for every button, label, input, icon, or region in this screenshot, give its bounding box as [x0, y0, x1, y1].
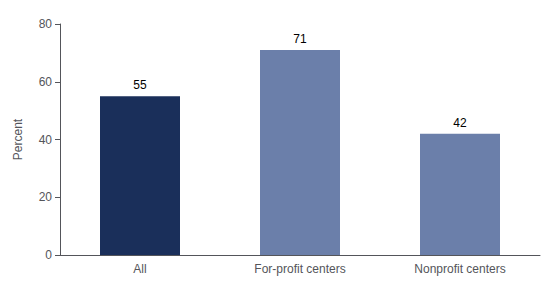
svg-text:40: 40: [39, 133, 53, 147]
svg-text:For-profit centers: For-profit centers: [254, 262, 345, 276]
svg-text:60: 60: [39, 75, 53, 89]
svg-text:42: 42: [453, 116, 467, 130]
svg-text:All: All: [133, 262, 146, 276]
svg-text:80: 80: [39, 17, 53, 31]
svg-text:55: 55: [133, 78, 147, 92]
svg-text:Nonprofit centers: Nonprofit centers: [414, 262, 505, 276]
svg-text:20: 20: [39, 190, 53, 204]
svg-text:0: 0: [45, 248, 52, 262]
svg-text:Percent: Percent: [11, 118, 25, 160]
svg-text:71: 71: [293, 32, 307, 46]
